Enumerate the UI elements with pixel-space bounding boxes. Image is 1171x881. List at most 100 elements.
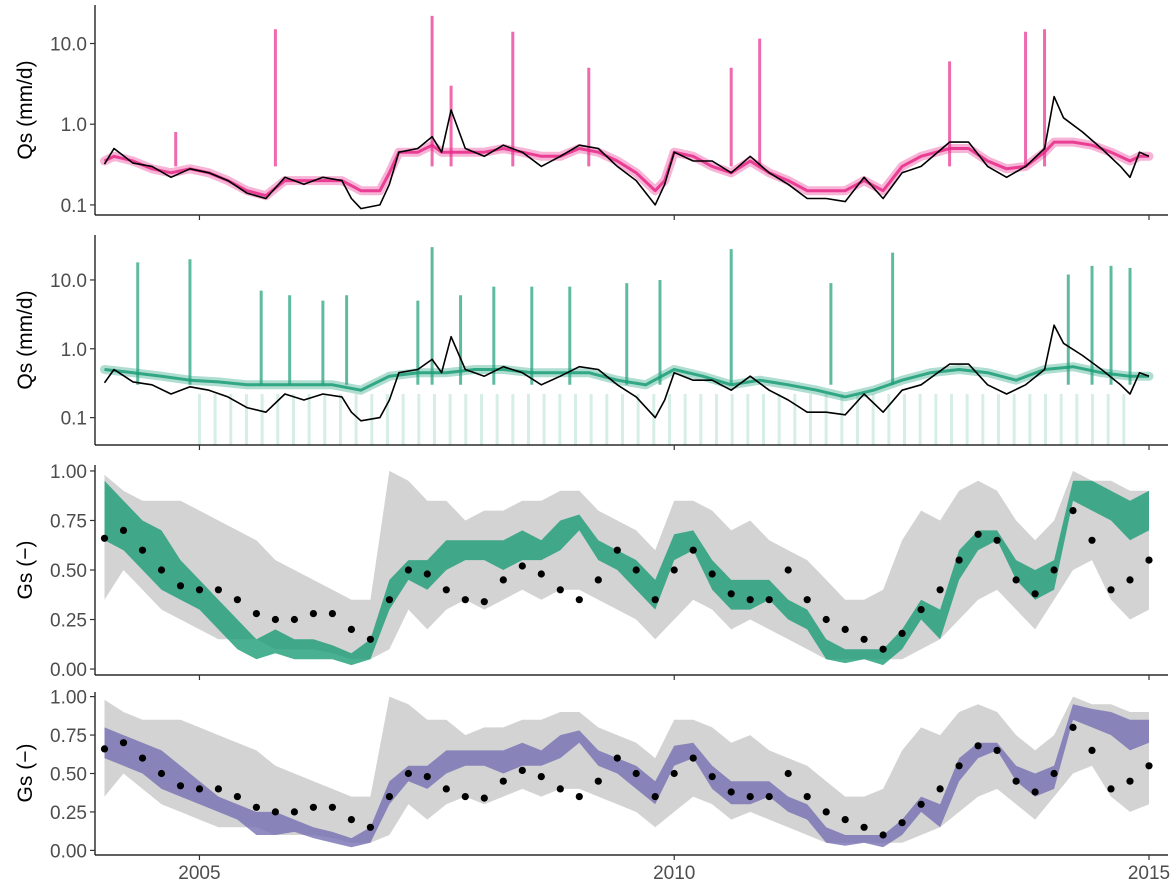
panel-4-observed-point	[385, 793, 393, 801]
panel-3-observed-point	[746, 596, 754, 604]
panel-4-observed-point	[1069, 723, 1077, 732]
panel-4-observed-point	[746, 793, 754, 801]
panel-3-observed-point	[556, 586, 564, 594]
panel-3-observed-point	[860, 635, 868, 643]
panel-4-observed-point	[879, 831, 887, 839]
panel-1-simulated-line	[103, 140, 1149, 198]
panel-3-observed-point	[537, 570, 545, 578]
panel-2-simulated-line	[104, 365, 1149, 399]
panel-4-plot-area: 0.00 0.25 0.50 0.75 1.00 2005 2010 2015	[50, 688, 1170, 881]
panel-4-y-tick-label: 0.75	[50, 726, 87, 747]
panel-3-observed-point	[404, 566, 412, 574]
panel-3-y-tick-label: 0.25	[50, 611, 87, 632]
panel-3-observed-point	[651, 596, 659, 604]
panel-4-observed-point	[290, 808, 298, 816]
panel-4-observed-point	[898, 819, 906, 827]
panel-1-y-tick-label: 10.0	[50, 35, 87, 56]
panel-4-observed-point	[1088, 746, 1096, 755]
panel-1-y-tick-label: 0.1	[61, 196, 87, 217]
panel-4-observed-point	[556, 785, 564, 793]
panel-2-observed-line	[103, 324, 1150, 422]
panel-4-observed-point	[822, 808, 830, 816]
panel-3-observed-point	[803, 596, 811, 604]
panel-4-observed-point	[955, 762, 963, 770]
panel-3-observed-point	[955, 556, 963, 564]
panel-3-observed-point	[176, 582, 185, 590]
panel-4-observed-point	[1031, 788, 1039, 796]
panel-3-observed-point	[119, 526, 128, 535]
panel-4-observed-point	[993, 746, 1001, 755]
panel-4-observed-point	[936, 785, 944, 793]
panel-3-observed-point	[898, 629, 906, 638]
panel-3-observed-point	[917, 606, 925, 614]
panel-4-observed-point	[214, 785, 222, 793]
panel-1-plot-area: 0.1 1.0 10.0	[50, 5, 1168, 220]
panel-3-observed-point	[423, 570, 431, 578]
panel-1-qs-pink: Qs (mm/d) 0.1 1.0 10.0	[14, 5, 1168, 220]
panel-3-y-tick-label: 1.00	[50, 462, 87, 483]
panel-4-observed-point	[328, 803, 336, 811]
panel-4-observed-point	[708, 773, 716, 781]
panel-3-observed-point	[974, 530, 982, 538]
panel-4-observed-point	[461, 793, 469, 801]
panel-4-observed-point	[613, 754, 621, 762]
panel-4-observed-point	[518, 766, 526, 775]
panel-3-observed-point	[157, 566, 166, 574]
panel-1-y-axis-title: Qs (mm/d)	[14, 60, 37, 159]
panel-4-observed-point	[1050, 769, 1058, 778]
panel-3-observed-point	[1088, 536, 1096, 544]
panel-3-observed-point	[1069, 507, 1077, 515]
panel-4-observed-point	[309, 803, 317, 811]
panel-4-gs-purple: Gs (−) 0.00 0.25 0.50 0.75 1.00 2005 2010 2015	[14, 688, 1170, 881]
panel-4-observed-point	[537, 773, 545, 781]
panel-3-observed-point	[309, 610, 317, 618]
panel-4-observed-point	[974, 742, 982, 750]
panel-2-y-tick-label: 10.0	[50, 271, 87, 292]
panel-3-observed-point	[290, 615, 298, 624]
panel-3-observed-point	[879, 645, 887, 653]
panel-3-observed-point	[1031, 590, 1039, 598]
panel-3-observed-point	[993, 536, 1001, 544]
panel-3-observed-point	[784, 566, 792, 574]
panel-4-observed-point	[1107, 785, 1115, 793]
panel-4-observed-point	[860, 823, 868, 831]
panel-4-observed-point	[366, 823, 374, 831]
panel-4-observed-point	[404, 769, 412, 778]
panel-4-observed-point	[119, 739, 128, 747]
panel-4-y-tick-label: 1.00	[50, 688, 87, 709]
panel-4-observed-point	[575, 793, 583, 801]
panel-4-observed-point	[1126, 777, 1134, 785]
panel-4-observed-point	[499, 777, 507, 785]
panel-4-x-tick-label: 2005	[178, 863, 220, 881]
panel-3-observed-point	[271, 615, 279, 624]
panel-3-observed-point	[366, 635, 374, 643]
panel-3-observed-point	[328, 610, 336, 618]
panel-4-observed-point	[176, 782, 185, 790]
panel-4-observed-point	[100, 745, 109, 753]
panel-3-observed-point	[1012, 576, 1020, 584]
panel-3-observed-point	[499, 576, 507, 584]
panel-2-y-tick-label: 0.1	[61, 409, 87, 430]
panel-4-observed-point	[252, 803, 260, 811]
panel-4-observed-point	[480, 794, 488, 802]
panel-3-observed-point	[385, 596, 393, 604]
panel-3-observed-point	[347, 625, 355, 634]
panel-3-observed-point	[518, 562, 526, 570]
panel-3-y-axis-title: Gs (−)	[14, 541, 37, 600]
panel-3-observed-point	[632, 566, 640, 574]
panel-4-observed-point	[1012, 777, 1020, 785]
panel-4-observed-point	[138, 754, 147, 762]
panel-3-observed-point	[1050, 566, 1058, 574]
panel-4-x-tick-label: 2010	[653, 863, 695, 881]
panel-4-y-tick-label: 0.00	[50, 841, 87, 862]
panel-3-observed-point	[480, 598, 488, 606]
panel-4-observed-point	[195, 785, 204, 793]
panel-3-y-tick-label: 0.75	[50, 511, 87, 532]
panel-2-qs-teal: Qs (mm/d) 0.1 1.0 10.0	[14, 235, 1168, 450]
panel-3-observed-point	[214, 586, 222, 594]
panel-4-y-axis-title: Gs (−)	[14, 744, 37, 803]
panel-3-observed-point	[708, 570, 716, 578]
panel-3-observed-point	[689, 546, 697, 554]
panel-4-observed-point	[632, 769, 640, 778]
